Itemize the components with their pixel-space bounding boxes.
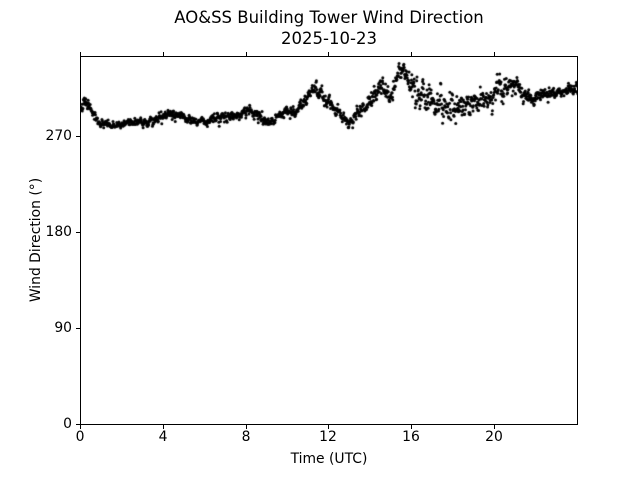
x-tick-bottom	[80, 425, 81, 429]
x-tick-label-0: 0	[75, 429, 85, 445]
y-axis-label: Wind Direction (°)	[28, 177, 44, 303]
x-tick-top	[494, 52, 495, 56]
x-tick-bottom	[411, 425, 412, 429]
x-axis-label: Time (UTC)	[290, 451, 368, 467]
x-tick-top	[163, 52, 164, 56]
y-tick-label-180: 180	[45, 224, 72, 240]
scatter-points	[80, 56, 578, 425]
x-tick-top	[411, 52, 412, 56]
chart-title: AO&SS Building Tower Wind Direction 2025…	[80, 7, 578, 49]
y-tick	[76, 424, 80, 425]
x-tick-label-12: 12	[319, 429, 337, 445]
x-tick-top	[80, 52, 81, 56]
y-tick-label-270: 270	[45, 128, 72, 144]
x-tick-label-4: 4	[158, 429, 168, 445]
x-tick-label-16: 16	[402, 429, 420, 445]
y-tick-label-0: 0	[63, 416, 72, 432]
chart-title-date: 2025-10-23	[281, 29, 377, 48]
x-tick-label-20: 20	[485, 429, 503, 445]
y-tick-label-90: 90	[54, 320, 72, 336]
x-tick-bottom	[494, 425, 495, 429]
chart-title-line1: AO&SS Building Tower Wind Direction	[174, 8, 484, 27]
x-tick-bottom	[163, 425, 164, 429]
y-tick	[76, 328, 80, 329]
y-tick	[76, 136, 80, 137]
x-tick-label-8: 8	[241, 429, 251, 445]
x-tick-bottom	[246, 425, 247, 429]
x-tick-top	[328, 52, 329, 56]
x-tick-top	[246, 52, 247, 56]
x-tick-bottom	[328, 425, 329, 429]
y-tick	[76, 232, 80, 233]
